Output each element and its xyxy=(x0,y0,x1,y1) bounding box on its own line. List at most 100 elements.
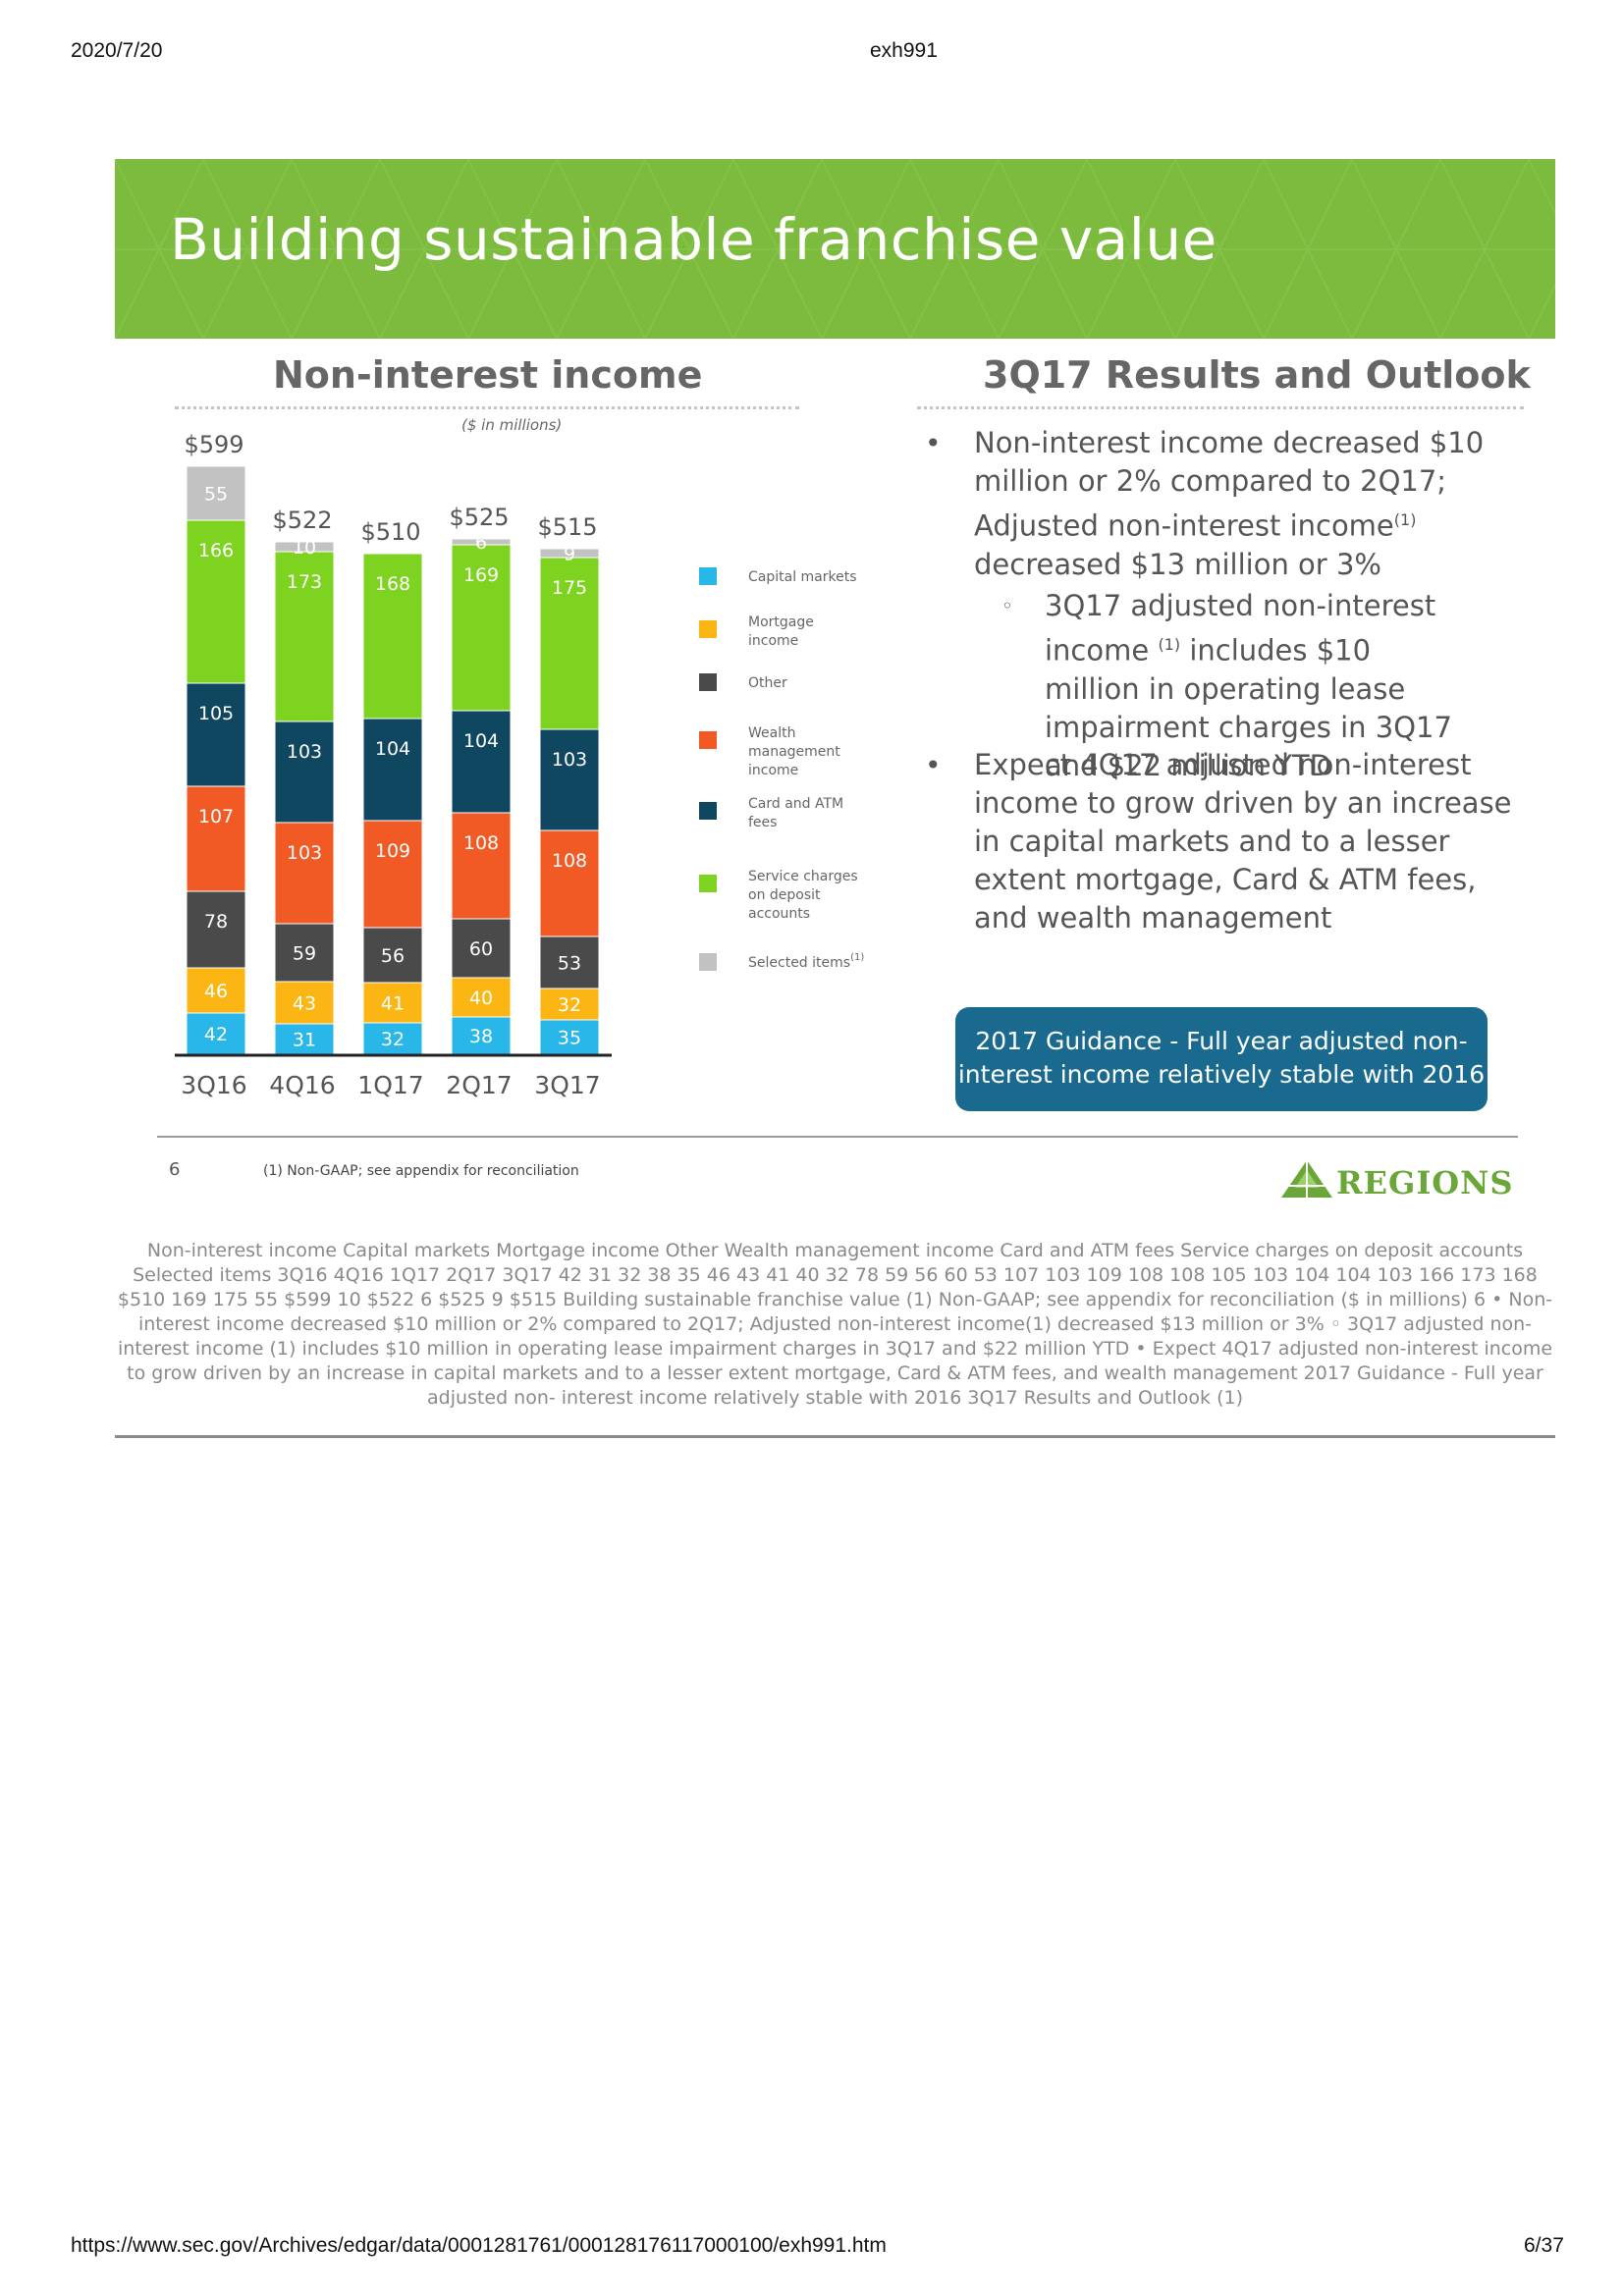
slide-footer-rule xyxy=(157,1136,1518,1138)
data-label: 32 xyxy=(558,994,581,1016)
bullet-1-text-end: decreased $13 million or 3% xyxy=(974,547,1381,581)
data-label: 35 xyxy=(558,1028,581,1049)
bar-segment xyxy=(451,710,512,814)
legend-label: management xyxy=(748,744,840,760)
left-dotted-rule xyxy=(175,406,799,409)
regions-logo: REGIONS xyxy=(1279,1158,1520,1207)
data-label: 32 xyxy=(381,1029,405,1050)
data-label: 46 xyxy=(204,981,228,1002)
legend-label: accounts xyxy=(748,906,810,922)
bar-segment xyxy=(451,918,512,979)
bar-segment xyxy=(451,538,512,546)
data-label: 38 xyxy=(469,1026,493,1047)
sub-bullet-text-a: 3Q17 adjusted non-interest income xyxy=(1045,589,1436,667)
data-label: 78 xyxy=(204,911,228,933)
data-label: 41 xyxy=(381,993,405,1015)
page-count: 6/37 xyxy=(1524,2234,1564,2257)
data-label: 104 xyxy=(375,738,410,760)
legend-label: Mortgage xyxy=(748,614,814,630)
data-label: 60 xyxy=(469,938,493,960)
sub-bullet-text-b: includes $10 million in operating lease … xyxy=(1045,633,1452,782)
results-heading: 3Q17 Results and Outlook xyxy=(983,353,1531,397)
footnote: (1) Non-GAAP; see appendix for reconcili… xyxy=(263,1163,579,1179)
slide-page-number: 6 xyxy=(169,1159,181,1180)
bullet-2-text: Expect 4Q17 adjusted non-interest income… xyxy=(974,748,1512,934)
bar-segment xyxy=(274,721,335,824)
data-label: 108 xyxy=(463,832,499,854)
legend-label: Capital markets xyxy=(748,569,857,585)
bar-segment xyxy=(274,923,335,983)
legend-swatch xyxy=(699,673,717,691)
legend-label: income xyxy=(748,763,798,778)
bar-segment xyxy=(451,812,512,920)
bar-segment xyxy=(362,553,423,720)
data-label: 168 xyxy=(375,573,410,595)
data-label: 103 xyxy=(552,749,587,771)
legend-swatch xyxy=(699,731,717,749)
data-label: 55 xyxy=(204,484,228,506)
total-label: $510 xyxy=(360,518,420,546)
legend-label: Service charges xyxy=(748,869,858,884)
document-name: exh991 xyxy=(870,39,938,62)
legend-swatch xyxy=(699,567,717,585)
data-label: 166 xyxy=(198,540,234,561)
bar-segment xyxy=(539,728,600,831)
bar-segment xyxy=(186,465,246,521)
chart-heading: Non-interest income xyxy=(273,353,703,397)
data-label: 43 xyxy=(293,993,316,1015)
guidance-box: 2017 Guidance - Full year adjusted non-i… xyxy=(955,1007,1488,1111)
bullet-2: • Expect 4Q17 adjusted non-interest inco… xyxy=(925,746,1522,937)
data-label: 105 xyxy=(198,703,234,724)
x-tick-label: 2Q17 xyxy=(446,1071,512,1099)
legend-label: on deposit xyxy=(748,887,821,903)
x-tick-label: 1Q17 xyxy=(357,1071,423,1099)
data-label: 40 xyxy=(469,988,493,1009)
title-banner: Building sustainable franchise value xyxy=(115,159,1555,339)
page-url: https://www.sec.gov/Archives/edgar/data/… xyxy=(71,2234,887,2257)
data-label: 169 xyxy=(463,564,499,586)
data-label: 175 xyxy=(552,577,587,599)
regions-pyramid-icon xyxy=(1281,1160,1332,1198)
legend-swatch xyxy=(699,875,717,892)
total-label: $599 xyxy=(184,432,243,458)
sub-bullet-ring-icon: ◦ xyxy=(1001,594,1013,617)
x-tick-label: 4Q16 xyxy=(269,1071,335,1099)
data-label: 103 xyxy=(287,842,322,864)
chart-units: ($ in millions) xyxy=(461,416,563,434)
bar-segment xyxy=(362,927,423,984)
data-label: 42 xyxy=(204,1024,228,1045)
legend-label: Wealth xyxy=(748,725,795,741)
data-label: 53 xyxy=(558,953,581,975)
bar-segment xyxy=(362,718,423,822)
bar-segment xyxy=(362,982,423,1024)
bullet-1: • Non-interest income decreased $10 mill… xyxy=(925,424,1522,584)
bar-segment xyxy=(186,519,246,684)
legend-swatch xyxy=(699,620,717,638)
legend-label: income xyxy=(748,633,798,649)
print-date: 2020/7/20 xyxy=(71,39,163,62)
bar-segment xyxy=(274,822,335,925)
legend-swatch xyxy=(699,953,717,971)
bar-segment xyxy=(362,820,423,929)
total-label: $515 xyxy=(537,513,597,541)
data-label: 173 xyxy=(287,571,322,593)
bullet-dot-icon: • xyxy=(925,427,942,459)
legend-label: fees xyxy=(748,815,777,830)
data-label: 107 xyxy=(198,806,234,828)
banner-pattern xyxy=(115,159,1555,339)
bullet-1-text: Non-interest income decreased $10 millio… xyxy=(974,426,1485,543)
data-label: 31 xyxy=(293,1030,316,1051)
x-tick-label: 3Q16 xyxy=(181,1071,246,1099)
data-label: 56 xyxy=(381,945,405,967)
data-label: 108 xyxy=(552,850,587,872)
x-tick-label: 3Q17 xyxy=(534,1071,600,1099)
bar-segment xyxy=(451,977,512,1018)
data-label: 59 xyxy=(293,943,316,965)
total-label: $525 xyxy=(449,504,509,531)
bullet-dot-icon: • xyxy=(925,749,942,781)
logo-wordmark: REGIONS xyxy=(1336,1164,1514,1201)
bar-segment xyxy=(274,1023,335,1055)
data-label: 6 xyxy=(475,532,487,554)
data-label: 104 xyxy=(463,730,499,752)
legend-label: Selected items(1) xyxy=(748,952,864,971)
